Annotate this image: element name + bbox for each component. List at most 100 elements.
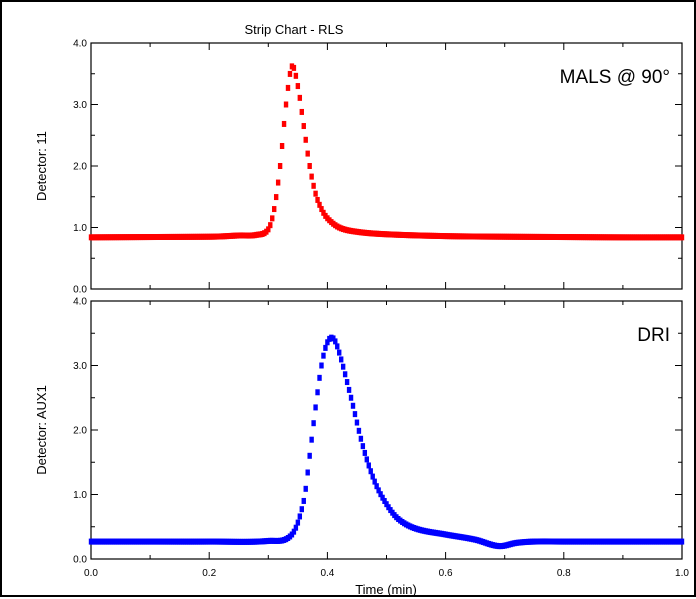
- data-point: [360, 443, 366, 450]
- data-point: [346, 386, 352, 393]
- data-point: [295, 83, 301, 90]
- data-point: [297, 513, 303, 520]
- data-point: [352, 411, 358, 418]
- data-point: [317, 374, 322, 381]
- data-point: [313, 190, 318, 197]
- data-point: [313, 404, 318, 411]
- data-point: [291, 528, 297, 535]
- data-point: [291, 64, 297, 71]
- data-point: [350, 402, 356, 409]
- y-tick-label: 4.0: [73, 39, 87, 50]
- plot-frame: [90, 300, 683, 560]
- data-point: [270, 215, 275, 222]
- data-point: [364, 456, 369, 463]
- data-point: [301, 497, 306, 504]
- y-tick-label: 1.0: [73, 223, 87, 234]
- data-point: [344, 379, 350, 386]
- data-point: [325, 339, 330, 346]
- panel-1: 0.0 1.0 2.0 3.0 4.0 Detector: 11 MALS @ 90°: [34, 39, 685, 296]
- data-point: [354, 419, 360, 426]
- data-point: [273, 194, 279, 201]
- data-point: [299, 506, 304, 513]
- data-point: [358, 435, 364, 442]
- data-point: [293, 524, 299, 531]
- panel-annotation: DRI: [637, 325, 670, 346]
- data-point: [319, 362, 324, 369]
- data-point: [372, 478, 377, 485]
- data-point: [305, 469, 310, 476]
- x-tick-label: 0.4: [320, 568, 334, 579]
- data-point: [321, 352, 326, 359]
- data-point: [376, 487, 381, 494]
- y-axis-label: Detector: 11: [34, 131, 49, 201]
- y-tick-label: 4.0: [73, 297, 87, 308]
- data-point: [366, 462, 371, 469]
- y-tick-label: 0.0: [73, 555, 87, 566]
- data-point: [382, 498, 387, 505]
- data-point: [283, 101, 289, 108]
- data-point: [321, 209, 326, 216]
- data-point: [362, 449, 368, 456]
- data-point: [285, 84, 291, 91]
- x-tick-label: 1.0: [675, 568, 689, 579]
- data-point: [356, 427, 362, 434]
- y-tick-label: 3.0: [73, 100, 87, 111]
- data-point: [309, 173, 314, 180]
- data-point: [374, 483, 379, 490]
- data-point: [380, 494, 385, 501]
- data-point: [348, 394, 354, 401]
- data-point: [311, 182, 316, 189]
- x-tick-label: 0.2: [202, 568, 216, 579]
- data-point: [301, 123, 306, 130]
- data-point: [303, 485, 308, 492]
- data-point: [342, 371, 348, 378]
- data-point: [315, 196, 320, 203]
- data-series: [88, 334, 685, 550]
- data-point: [293, 72, 299, 79]
- data-point: [319, 206, 324, 213]
- data-point: [317, 201, 322, 208]
- x-tick-label: 0.8: [557, 568, 571, 579]
- data-point: [368, 468, 373, 475]
- y-tick-label: 3.0: [73, 361, 87, 372]
- data-point: [323, 344, 328, 351]
- y-tick-label: 0.0: [73, 285, 87, 296]
- data-point: [315, 389, 320, 396]
- data-point: [272, 206, 277, 213]
- data-point: [305, 150, 310, 157]
- data-point: [335, 343, 340, 350]
- data-point: [378, 491, 383, 498]
- y-tick-label: 1.0: [73, 490, 87, 501]
- data-point: [311, 420, 316, 427]
- y-axis-label: Detector: AUX1: [34, 385, 49, 475]
- data-point: [307, 452, 312, 459]
- data-point: [275, 179, 281, 186]
- data-point: [679, 234, 685, 241]
- panel-annotation: MALS @ 90°: [560, 67, 670, 88]
- data-point: [299, 108, 304, 115]
- data-point: [384, 501, 389, 508]
- data-point: [279, 143, 285, 150]
- data-point: [295, 519, 301, 526]
- data-point: [337, 349, 342, 356]
- data-point: [309, 436, 314, 443]
- data-point: [268, 222, 273, 229]
- data-point: [333, 338, 338, 345]
- chart-title: Strip Chart - RLS: [245, 22, 344, 37]
- data-point: [277, 163, 283, 169]
- data-point: [370, 473, 375, 480]
- data-series: [88, 63, 685, 241]
- data-point: [297, 94, 303, 101]
- x-tick-label: 0.6: [439, 568, 453, 579]
- data-point: [303, 136, 308, 143]
- x-tick-label: 0.0: [84, 568, 98, 579]
- data-point: [340, 363, 346, 370]
- data-point: [287, 70, 293, 77]
- data-point: [679, 538, 685, 545]
- y-tick-label: 2.0: [73, 426, 87, 437]
- data-point: [281, 120, 287, 127]
- y-tick-label: 2.0: [73, 162, 87, 173]
